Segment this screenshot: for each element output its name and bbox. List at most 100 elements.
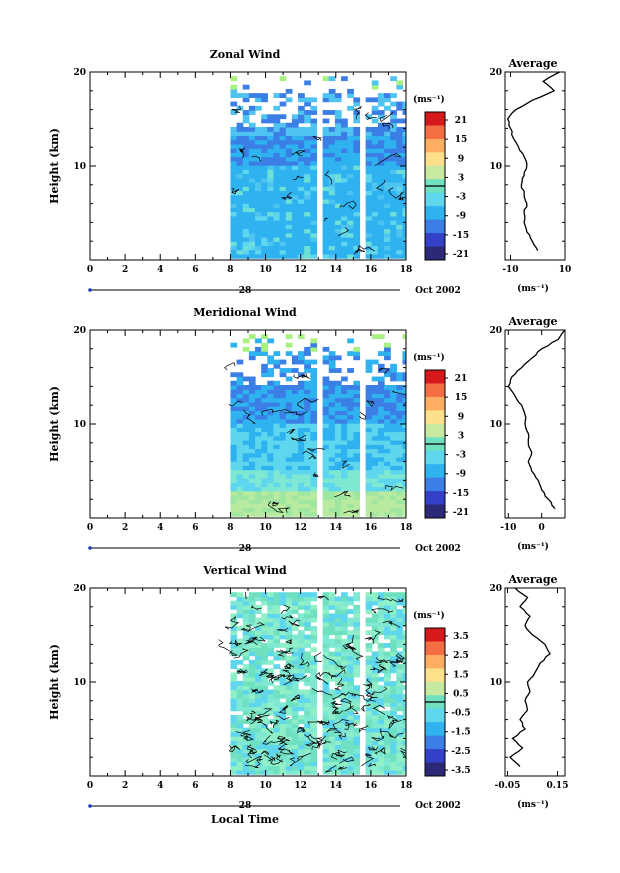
heatmap-cell [353,761,361,767]
heatmap-cell [298,486,305,492]
heatmap-cell [304,469,311,475]
heatmap-cell [390,617,397,623]
heatmap-cell [267,697,275,703]
heatmap-cell [328,668,336,674]
heatmap-cell [285,207,293,213]
heatmap-cell [291,384,299,390]
heatmap-cell [248,736,256,741]
heatmap-cell [390,401,397,407]
heatmap-cell [322,507,330,513]
heatmap-cell [236,186,244,192]
heatmap-cell [396,651,404,657]
heatmap-cell [230,241,238,247]
heatmap-cell [396,664,404,669]
colorbar-segment [425,708,445,723]
contour-line [367,686,388,698]
heatmap-cell [261,207,268,213]
heatmap-cell [384,697,391,703]
heatmap-cell [261,228,268,234]
heatmap-cell [236,232,244,238]
heatmap-cell [310,245,318,251]
heatmap-cell [353,693,361,699]
heatmap-cell [384,173,391,179]
heatmap-cell [402,769,406,775]
heatmap-cell [255,609,262,614]
heatmap-cell [377,224,385,230]
heatmap-cell [285,655,293,661]
heatmap-cell [298,439,305,445]
heatmap-cell [242,393,250,399]
heatmap-cell [353,101,361,107]
heatmap-cell [273,169,281,175]
heatmap-cell [261,697,268,703]
heatmap-cell [304,621,311,627]
heatmap-cell [279,236,287,242]
heatmap-cell [384,444,391,450]
heatmap-cell [279,207,287,213]
heatmap-cell [255,228,262,234]
heatmap-cell [328,380,336,386]
heatmap-cell [328,198,336,204]
heatmap-cell [291,418,299,424]
heatmap-cell [371,165,379,170]
heatmap-cell [396,84,404,90]
y-tick-label: 10 [73,162,86,172]
heatmap-cell [273,431,281,437]
contour-line [290,694,300,702]
heatmap-cell [304,118,311,124]
heatmap-cell [371,697,379,703]
heatmap-cell [248,126,256,132]
x-tick-label: 0 [87,523,93,533]
heatmap-cell [322,613,330,619]
heatmap-cell [248,169,256,175]
heatmap-cell [310,769,318,775]
heatmap-cell [371,401,379,407]
heatmap-cell [291,368,299,373]
heatmap-cell [310,393,318,399]
heatmap-cell [248,203,256,208]
heatmap-cell [298,139,305,145]
heatmap-cell [298,592,305,598]
heatmap-cell [322,93,330,98]
heatmap-cell [304,761,311,767]
heatmap-cell [261,194,268,200]
heatmap-cell [353,465,361,471]
heatmap-cell [347,731,354,737]
heatmap-cell [273,651,281,657]
heatmap-cell [261,647,268,653]
heatmap-cell [396,748,404,754]
heatmap-cell [285,727,293,733]
heatmap-cell [377,448,385,454]
heatmap-cell [298,152,305,158]
heatmap-cell [322,414,330,420]
heatmap-cell [334,740,342,746]
heatmap-cell [390,689,397,695]
heatmap-cell [248,224,256,230]
heatmap-cell [310,177,318,183]
heatmap-cell [347,714,354,720]
heatmap-cell [328,423,336,428]
heatmap-cell [242,245,250,251]
heatmap-cell [328,630,336,636]
heatmap-cell [230,427,238,433]
colorbar-tick-label: -21 [453,508,469,518]
heatmap-cell [384,621,391,627]
heatmap-cell [396,490,404,496]
heatmap-cell [285,719,293,724]
heatmap-cell [384,181,391,187]
heatmap-cell [353,507,361,513]
heatmap-cell [353,118,361,124]
date-label: Oct 2002 [415,544,461,554]
heatmap-cell [384,765,391,771]
heatmap-cell [310,465,318,471]
heatmap-cell [334,207,342,213]
heatmap-cell [304,494,311,500]
heatmap-cell [273,469,281,475]
heatmap-cell [279,452,287,458]
heatmap-cell [384,372,391,378]
heatmap-cell [334,761,342,767]
heatmap-cell [377,765,385,771]
heatmap-cell [341,418,348,424]
heatmap-cell [230,469,238,475]
heatmap-cell [255,630,262,636]
